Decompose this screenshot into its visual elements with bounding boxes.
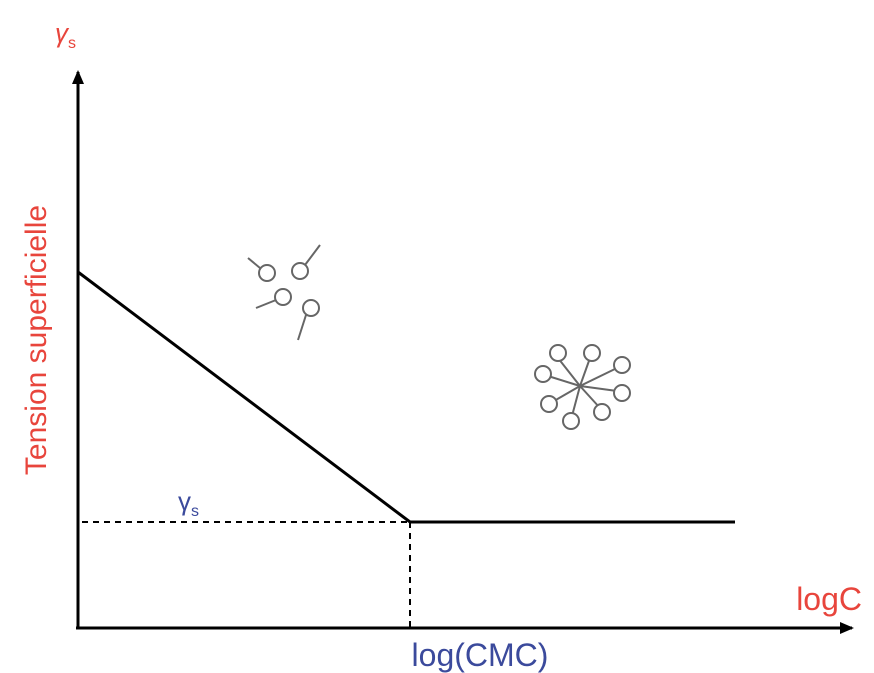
y-axis-label: Tension superficielle — [20, 205, 53, 475]
gamma-sub: s — [191, 503, 199, 520]
y-symbol: γs — [55, 18, 76, 52]
monomers — [247, 244, 321, 341]
cmc-label: log(CMC) — [412, 637, 549, 673]
tension-curve — [77, 270, 735, 524]
y-symbol-sub: s — [68, 35, 76, 52]
gamma-label: γs — [178, 486, 199, 520]
gamma-main: γ — [178, 486, 191, 516]
y-symbol-main: γ — [55, 18, 70, 48]
micelle — [534, 344, 631, 430]
x-axis-label: logC — [796, 581, 862, 617]
